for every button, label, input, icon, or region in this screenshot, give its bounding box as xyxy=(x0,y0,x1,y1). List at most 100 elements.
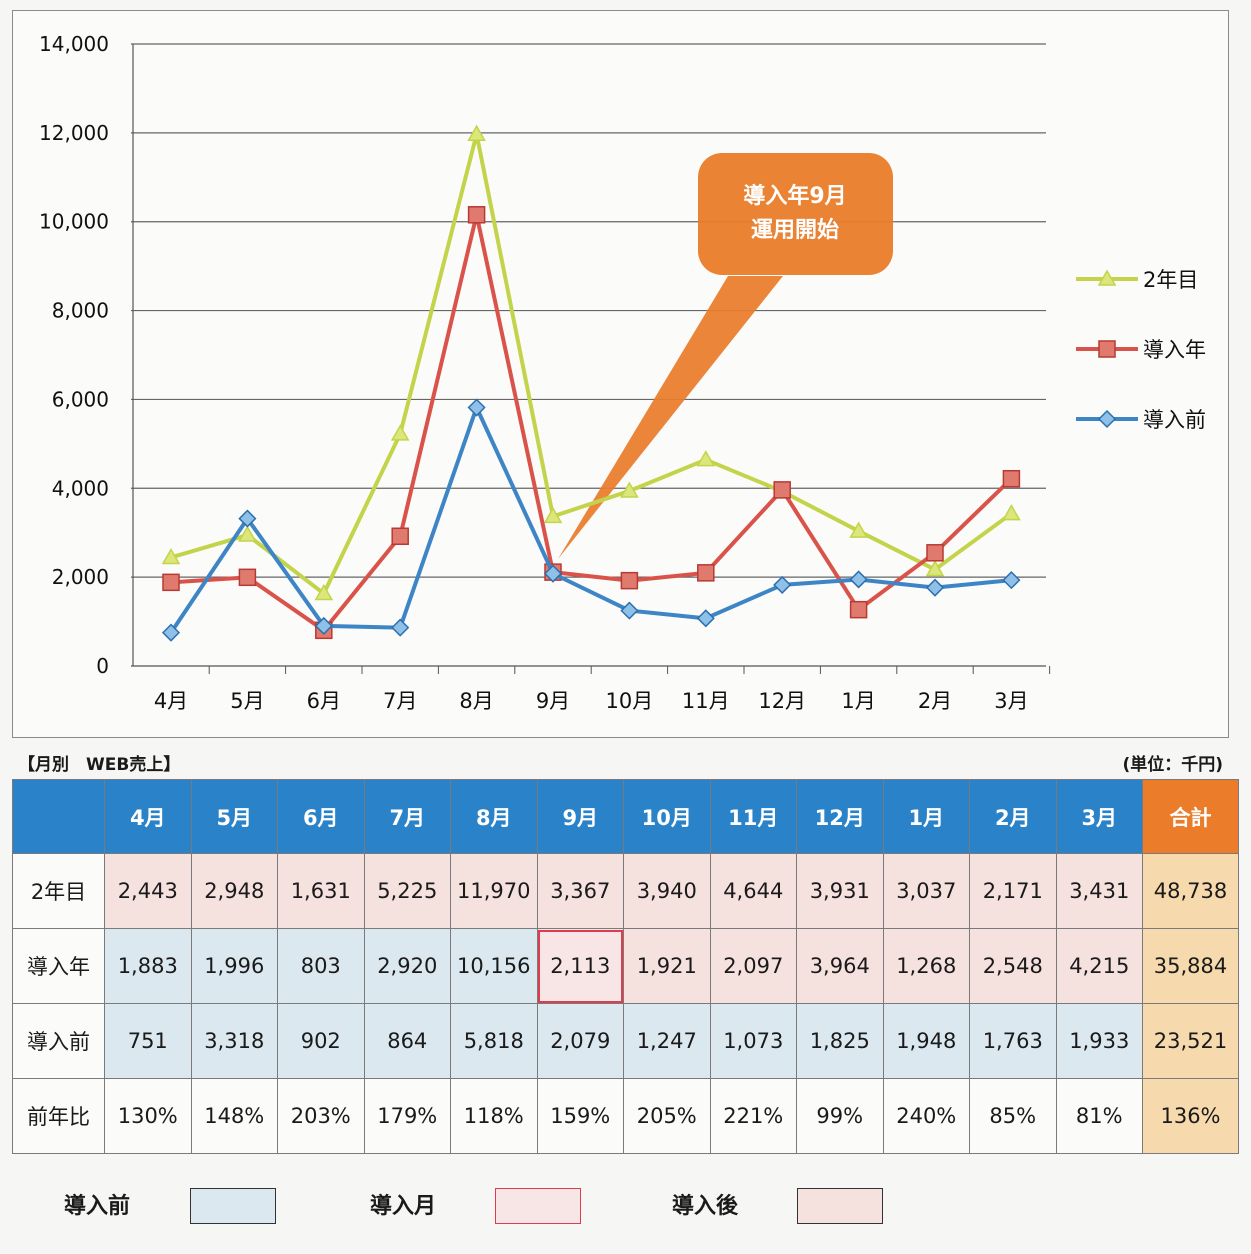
value-cell: 1,948 xyxy=(882,1003,970,1079)
row-label: 2年目 xyxy=(12,853,105,929)
month-header: 6月 xyxy=(277,779,365,854)
series-line xyxy=(170,132,1013,596)
x-tick-label: 3月 xyxy=(994,689,1028,713)
key-pre-label: 導入前 xyxy=(64,1194,131,1219)
value-cell: 1,763 xyxy=(969,1003,1057,1079)
value-cell: 3,037 xyxy=(882,853,970,929)
square-marker xyxy=(1098,340,1116,358)
value-cell: 3,318 xyxy=(190,1003,278,1079)
sales-table: 4月 5月 6月 7月 8月 9月 10月 11月 12月 1月 2月 3月 合計 2年目 2,443 2,… xyxy=(12,779,1239,1154)
callout-box xyxy=(698,153,893,275)
value-cell: 1,631 xyxy=(277,853,365,929)
value-cell: 205% xyxy=(623,1078,711,1154)
triangle-marker xyxy=(467,124,486,141)
value-cell: 130% xyxy=(104,1078,192,1154)
triangle-marker xyxy=(238,525,257,542)
triangle-marker xyxy=(620,481,639,498)
y-tick-label: 0 xyxy=(96,654,109,678)
y-tick-label: 8,000 xyxy=(52,299,109,323)
x-tick-label: 2月 xyxy=(918,689,952,713)
row-label: 導入年 xyxy=(12,928,105,1004)
key-post-label: 導入後 xyxy=(672,1194,739,1219)
value-cell: 2,443 xyxy=(104,853,192,929)
value-cell: 1,825 xyxy=(796,1003,884,1079)
value-cell: 240% xyxy=(882,1078,970,1154)
value-cell: 81% xyxy=(1055,1078,1143,1154)
diamond-marker xyxy=(161,623,181,642)
month-header: 10月 xyxy=(623,779,711,854)
value-cell: 5,225 xyxy=(363,853,451,929)
series-1 xyxy=(162,206,1021,640)
month-header: 8月 xyxy=(450,779,538,854)
table-row: 2年目 2,443 2,948 1,631 5,225 11,970 3,367 3,940 4… xyxy=(12,853,1239,929)
x-tick-label: 4月 xyxy=(154,689,188,713)
month-header: 9月 xyxy=(536,779,624,854)
value-cell: 3,367 xyxy=(536,853,624,929)
x-tick-label: 5月 xyxy=(230,689,264,713)
value-cell: 5,818 xyxy=(450,1003,538,1079)
total-cell: 35,884 xyxy=(1142,928,1239,1004)
value-cell: 902 xyxy=(277,1003,365,1079)
triangle-marker xyxy=(696,450,716,467)
series-line xyxy=(169,405,1012,634)
line-chart: 02,0004,0006,0008,00010,00012,00014,000 … xyxy=(39,32,1206,713)
total-cell: 48,738 xyxy=(1142,853,1239,929)
month-header: 11月 xyxy=(709,779,797,854)
value-cell: 3,931 xyxy=(796,853,884,929)
table-row: 前年比 130% 148% 203% 179% 118% 159% 205% 221% 99% 24… xyxy=(12,1078,1239,1154)
table-title: 【月別 WEB売上】 xyxy=(18,755,181,775)
value-cell: 2,948 xyxy=(190,853,278,929)
triangle-marker xyxy=(543,506,563,524)
diamond-marker xyxy=(773,575,792,594)
total-cell: 23,521 xyxy=(1142,1003,1239,1079)
row-label: 前年比 xyxy=(12,1078,105,1154)
table-row: 導入前 751 3,318 902 864 5,818 2,079 1,247 1,073 1,8… xyxy=(12,1003,1239,1079)
x-tick-label: 6月 xyxy=(307,689,341,713)
callout-line2: 運用開始 xyxy=(751,217,839,243)
value-cell: 221% xyxy=(709,1078,797,1154)
value-cell: 1,073 xyxy=(709,1003,797,1079)
x-tick-label: 9月 xyxy=(536,689,570,713)
square-marker xyxy=(391,527,409,546)
diamond-marker xyxy=(467,398,486,417)
legend-label: 導入年 xyxy=(1143,338,1206,362)
value-cell: 4,644 xyxy=(709,853,797,929)
diamond-marker xyxy=(620,601,639,620)
value-cell: 3,431 xyxy=(1055,853,1143,929)
legend-label: 2年目 xyxy=(1143,268,1198,292)
value-cell: 2,113 xyxy=(536,928,624,1004)
y-tick-label: 14,000 xyxy=(39,32,109,56)
unit-label: (単位：千円) xyxy=(1122,755,1223,775)
diamond-marker xyxy=(696,609,715,628)
x-tick-label: 10月 xyxy=(606,689,654,713)
diamond-marker xyxy=(543,564,563,583)
diamond-marker xyxy=(391,618,410,637)
value-cell: 1,996 xyxy=(190,928,278,1004)
y-tick-label: 6,000 xyxy=(52,387,109,411)
key-intro-swatch xyxy=(495,1188,581,1224)
value-cell: 3,940 xyxy=(623,853,711,929)
value-cell: 1,247 xyxy=(623,1003,711,1079)
square-marker xyxy=(238,568,257,587)
value-cell: 864 xyxy=(363,1003,451,1079)
square-marker xyxy=(467,206,486,224)
diamond-marker xyxy=(925,578,945,597)
key-post-swatch xyxy=(797,1188,883,1224)
square-marker xyxy=(773,481,791,499)
square-marker xyxy=(926,544,944,562)
key-pre-swatch xyxy=(190,1188,276,1224)
value-cell: 118% xyxy=(450,1078,538,1154)
value-cell: 803 xyxy=(277,928,365,1004)
square-marker xyxy=(162,573,180,592)
callout-pointer xyxy=(558,276,783,559)
y-tick-label: 2,000 xyxy=(52,565,109,589)
key-intro-label: 導入月 xyxy=(370,1194,437,1219)
value-cell: 1,933 xyxy=(1055,1003,1143,1079)
diamond-marker xyxy=(849,570,868,589)
value-cell: 1,268 xyxy=(882,928,970,1004)
x-tick-label: 7月 xyxy=(383,689,417,713)
square-marker xyxy=(849,600,868,619)
legend-label: 導入前 xyxy=(1143,408,1206,432)
series-2 xyxy=(161,398,1021,642)
triangle-marker xyxy=(390,424,410,441)
